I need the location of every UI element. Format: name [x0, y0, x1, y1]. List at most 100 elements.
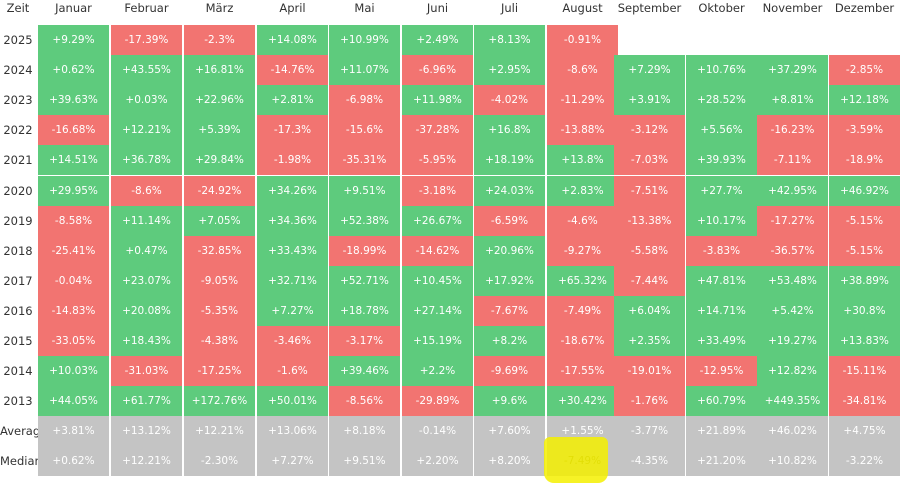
return-cell: +30.8%: [829, 296, 900, 326]
return-cell: -15.11%: [829, 356, 900, 386]
return-cell: +28.52%: [686, 85, 757, 115]
return-cell: +0.47%: [111, 236, 182, 266]
return-cell: -7.49%: [547, 296, 618, 326]
return-cell: -8.58%: [38, 206, 109, 236]
return-cell: -5.15%: [829, 236, 900, 266]
year-label: 2024: [3, 63, 33, 77]
return-cell: +12.21%: [111, 115, 182, 145]
year-label: 2020: [3, 184, 33, 198]
return-cell: -3.18%: [402, 176, 473, 206]
return-cell: -16.23%: [757, 115, 828, 145]
return-cell: -11.29%: [547, 85, 618, 115]
return-cell: +52.71%: [329, 266, 400, 296]
return-cell: +6.04%: [614, 296, 685, 326]
return-cell: +10.03%: [38, 356, 109, 386]
return-cell: -33.05%: [38, 326, 109, 356]
return-cell: +5.39%: [184, 115, 255, 145]
return-cell: +29.84%: [184, 145, 255, 175]
return-cell: -1.98%: [257, 145, 328, 175]
return-cell: +14.08%: [257, 25, 328, 55]
year-label: 2013: [3, 394, 33, 408]
return-cell: +9.6%: [474, 386, 545, 416]
return-cell: -35.31%: [329, 145, 400, 175]
return-cell: +10.99%: [329, 25, 400, 55]
summary-cell: +3.81%: [38, 416, 109, 446]
return-cell: -31.03%: [111, 356, 182, 386]
return-cell: -18.99%: [329, 236, 400, 266]
summary-cell: -0.14%: [402, 416, 473, 446]
return-cell: -15.6%: [329, 115, 400, 145]
return-cell: +36.78%: [111, 145, 182, 175]
return-cell: -17.3%: [257, 115, 328, 145]
year-label: 2017: [3, 274, 33, 288]
return-cell: +34.26%: [257, 176, 328, 206]
return-cell: -14.62%: [402, 236, 473, 266]
return-cell: +172.76%: [184, 386, 255, 416]
return-cell: -0.04%: [38, 266, 109, 296]
summary-cell: -3.22%: [829, 446, 900, 476]
return-cell: -18.9%: [829, 145, 900, 175]
return-cell: -37.28%: [402, 115, 473, 145]
return-cell: -32.85%: [184, 236, 255, 266]
return-cell: -18.67%: [547, 326, 618, 356]
return-cell: +53.48%: [757, 266, 828, 296]
return-cell: +22.96%: [184, 85, 255, 115]
return-cell: +43.55%: [111, 55, 182, 85]
summary-cell: +21.89%: [686, 416, 757, 446]
return-cell: +0.03%: [111, 85, 182, 115]
month-header: Februar: [124, 1, 169, 15]
return-cell: +8.2%: [474, 326, 545, 356]
month-header: Dezember: [834, 1, 895, 15]
return-cell: +39.63%: [38, 85, 109, 115]
return-cell: -8.6%: [111, 176, 182, 206]
month-header: August: [562, 1, 603, 15]
return-cell: +2.83%: [547, 176, 618, 206]
return-cell: -9.05%: [184, 266, 255, 296]
return-cell: +20.08%: [111, 296, 182, 326]
return-cell: +2.2%: [402, 356, 473, 386]
return-cell: -13.88%: [547, 115, 618, 145]
return-cell: +23.07%: [111, 266, 182, 296]
return-cell: -8.56%: [329, 386, 400, 416]
year-label: 2022: [3, 123, 33, 137]
return-cell: +12.82%: [757, 356, 828, 386]
return-cell: -1.76%: [614, 386, 685, 416]
return-cell: +61.77%: [111, 386, 182, 416]
return-cell: +65.32%: [547, 266, 618, 296]
return-cell: +18.43%: [111, 326, 182, 356]
return-cell: -4.02%: [474, 85, 545, 115]
return-cell: +18.78%: [329, 296, 400, 326]
return-cell: -2.85%: [829, 55, 900, 85]
month-header: Mai: [354, 1, 375, 15]
return-cell: +39.93%: [686, 145, 757, 175]
month-header: Januar: [55, 1, 92, 15]
return-cell: -6.98%: [329, 85, 400, 115]
summary-cell: +10.82%: [757, 446, 828, 476]
year-label: 2025: [3, 33, 33, 47]
return-cell: +11.98%: [402, 85, 473, 115]
return-cell: +15.19%: [402, 326, 473, 356]
return-cell: +52.38%: [329, 206, 400, 236]
return-cell: +0.62%: [38, 55, 109, 85]
return-cell: -17.39%: [111, 25, 182, 55]
return-cell: -7.11%: [757, 145, 828, 175]
return-cell: +39.46%: [329, 356, 400, 386]
return-cell: -5.95%: [402, 145, 473, 175]
summary-label: Median: [0, 454, 42, 468]
return-cell: +2.49%: [402, 25, 473, 55]
summary-cell: +13.06%: [257, 416, 328, 446]
return-cell: +27.7%: [686, 176, 757, 206]
return-cell: +24.03%: [474, 176, 545, 206]
corner-header: Zeit: [6, 1, 30, 15]
return-cell: +2.95%: [474, 55, 545, 85]
return-cell: +13.8%: [547, 145, 618, 175]
month-header: Juli: [500, 1, 519, 15]
summary-cell: -4.35%: [614, 446, 685, 476]
return-cell: +33.49%: [686, 326, 757, 356]
return-cell: +2.35%: [614, 326, 685, 356]
summary-label: Average: [0, 424, 48, 438]
return-cell: -2.3%: [184, 25, 255, 55]
summary-cell: -2.30%: [184, 446, 255, 476]
year-label: 2021: [3, 153, 33, 167]
return-cell: -4.6%: [547, 206, 618, 236]
